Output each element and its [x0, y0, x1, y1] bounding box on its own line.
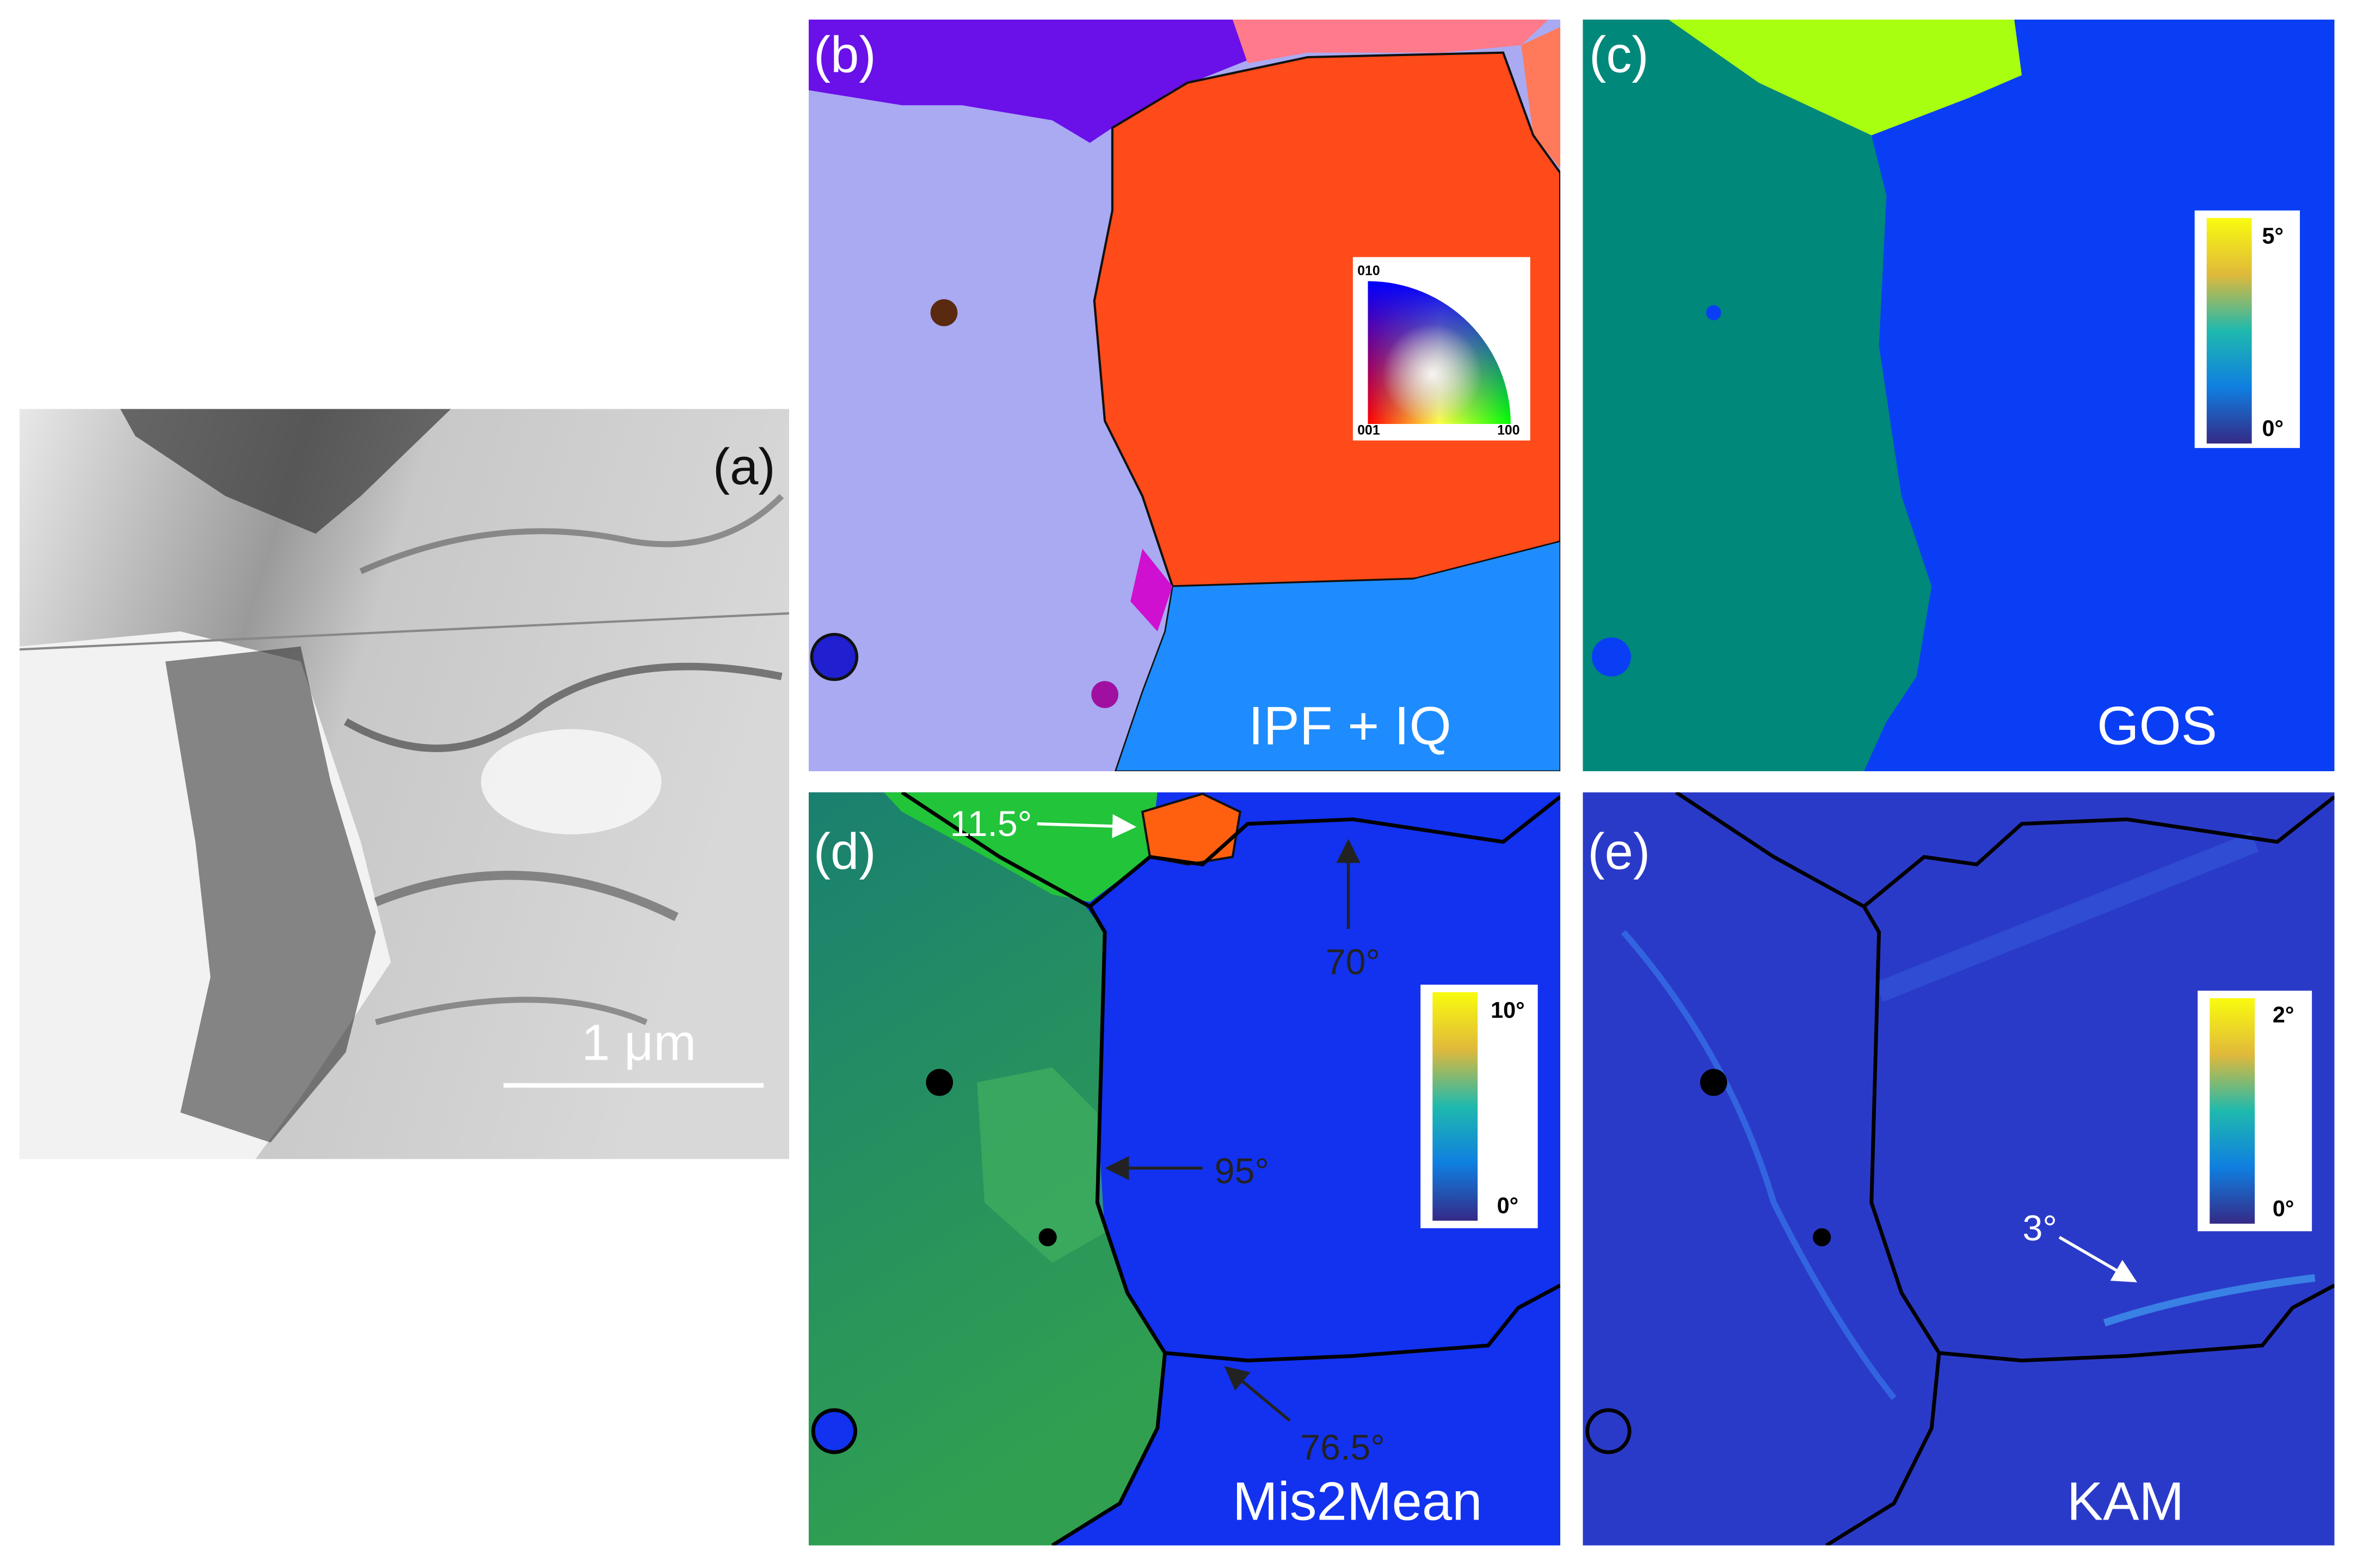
legend-label: 010: [1357, 264, 1380, 279]
panel-label: (c): [1589, 26, 1649, 83]
caption: KAM: [2067, 1472, 2184, 1532]
caption: IPF + IQ: [1248, 696, 1451, 756]
arrow: [1224, 1366, 1291, 1422]
colorbar-max: 5°: [2262, 223, 2284, 249]
legend-label: 100: [1497, 423, 1519, 438]
panel-label: (b): [814, 26, 876, 83]
arrow: [1037, 814, 1137, 839]
annotation: 95°: [1215, 1151, 1269, 1191]
caption: Mis2Mean: [1233, 1472, 1482, 1532]
colorbar-max: 2°: [2273, 1001, 2294, 1027]
panel-label: (e): [1587, 823, 1650, 880]
colorbar-min: 0°: [2273, 1196, 2294, 1221]
legend-label: 001: [1357, 423, 1380, 438]
annotation: 70°: [1326, 942, 1380, 982]
panel-c: [1583, 19, 2335, 772]
colorbar: 10° 0°: [1420, 985, 1538, 1228]
colorbar: 2° 0°: [2198, 991, 2312, 1232]
arrow: [2058, 1235, 2137, 1283]
ipf-legend: 010 001 100: [1352, 257, 1530, 441]
colorbar-min: 0°: [2262, 415, 2284, 441]
annotation: 3°: [2023, 1208, 2057, 1249]
colorbar-max: 10°: [1491, 997, 1525, 1023]
colorbar-min: 0°: [1497, 1192, 1519, 1218]
caption: GOS: [2097, 696, 2217, 756]
scale-bar-label: 1 μm: [582, 1013, 697, 1071]
annotation: 11.5°: [950, 804, 1032, 844]
panel-label: (d): [814, 823, 876, 880]
colorbar: 5° 0°: [2194, 210, 2300, 448]
annotation: 76.5°: [1300, 1428, 1385, 1468]
panel-a: [19, 409, 790, 1159]
panel-label: (a): [713, 438, 776, 495]
